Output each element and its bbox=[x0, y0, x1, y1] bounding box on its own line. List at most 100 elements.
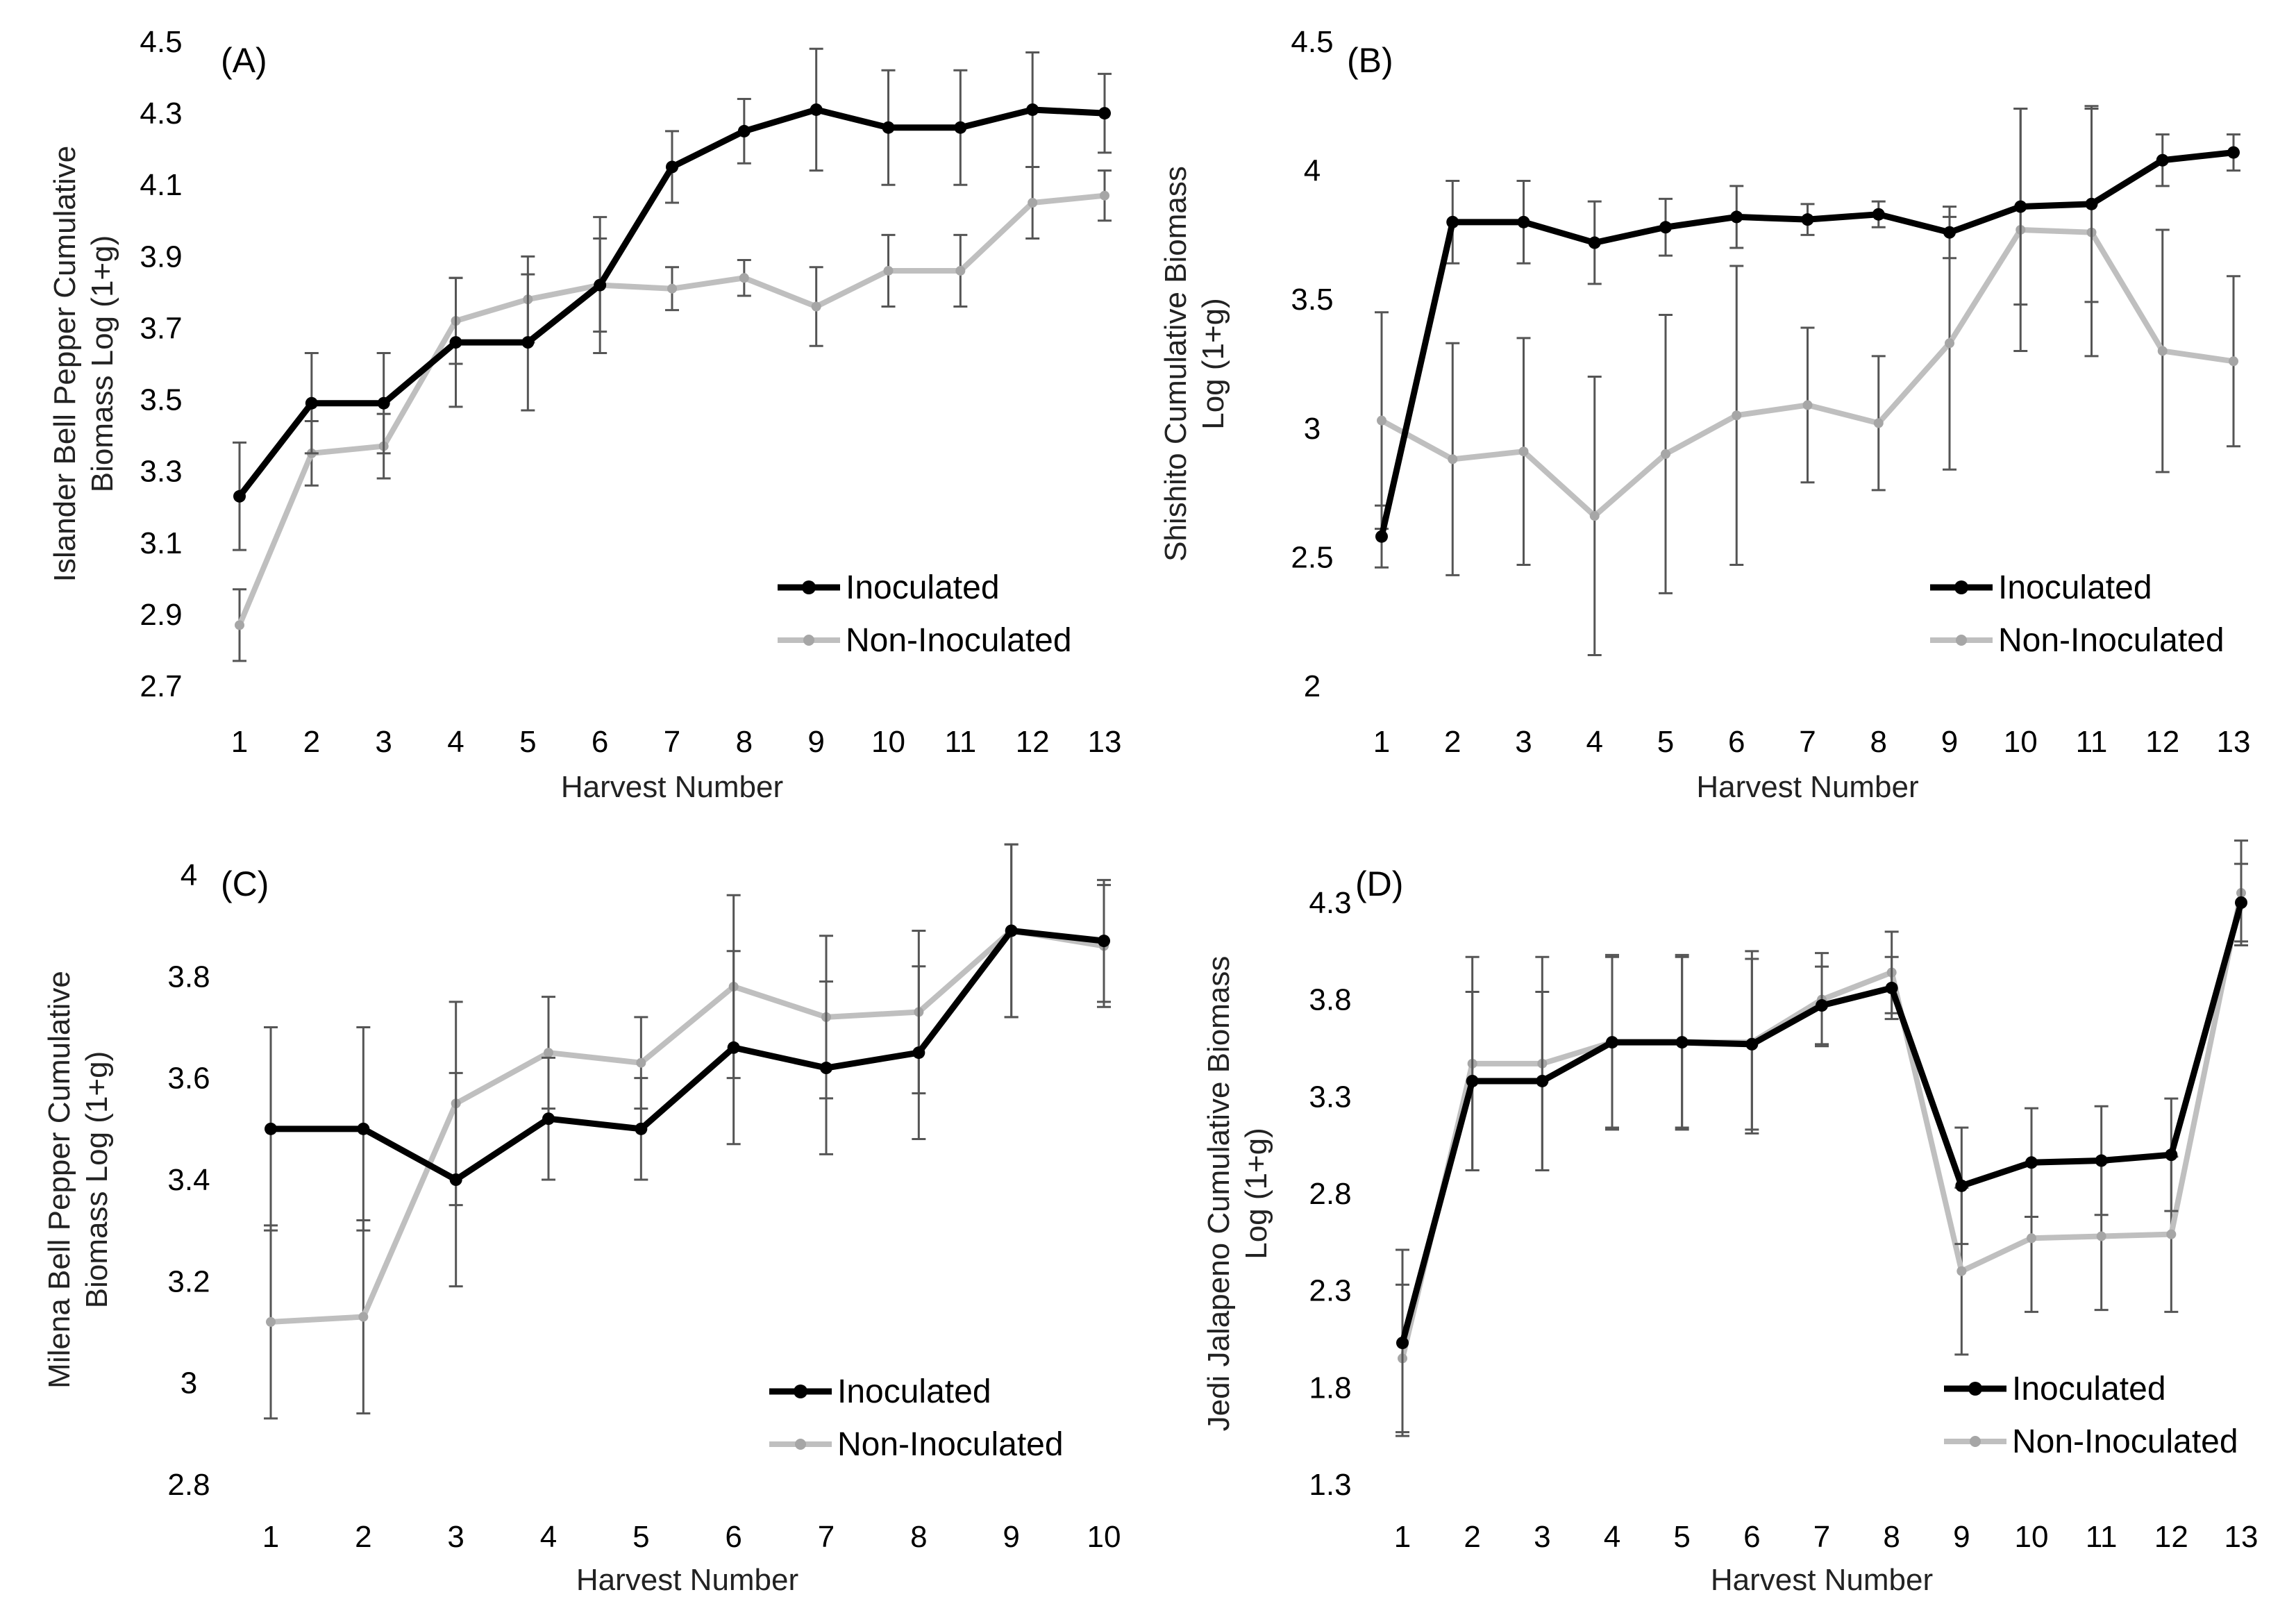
panel-d-x-tick-label: 10 bbox=[2015, 1520, 2049, 1554]
legend-label: Inoculated bbox=[2012, 1371, 2166, 1407]
series-line bbox=[271, 927, 1105, 1183]
data-point bbox=[594, 278, 607, 292]
data-point bbox=[1943, 226, 1956, 239]
legend-label: Non-Inoculated bbox=[846, 622, 1072, 659]
panel-b-x-tick-label: 6 bbox=[1728, 725, 1745, 759]
panel-c-y-tick-label: 2.8 bbox=[167, 1468, 210, 1502]
panel-b-legend: Inoculated Non-Inoculated bbox=[1930, 569, 2224, 659]
data-point bbox=[1518, 446, 1529, 457]
panel-b-x-tick-label: 4 bbox=[1586, 725, 1603, 759]
data-point bbox=[739, 273, 749, 283]
data-point bbox=[449, 336, 462, 349]
panel-d-x-tick-label: 12 bbox=[2154, 1520, 2188, 1554]
panel-c-x-tick-label: 10 bbox=[1087, 1520, 1121, 1554]
panel-b-y-tick-label: 2.5 bbox=[1291, 540, 1333, 574]
panel-b-y-tick-label: 2 bbox=[1304, 669, 1321, 703]
legend-label: Inoculated bbox=[846, 569, 1000, 606]
panel-d-y-tick-label: 1.3 bbox=[1309, 1468, 1351, 1502]
data-point bbox=[449, 1173, 462, 1186]
data-point bbox=[233, 490, 246, 503]
panel-d-y-tick-label: 1.8 bbox=[1309, 1371, 1351, 1405]
panel-a-y-tick-label: 4.1 bbox=[140, 168, 182, 202]
legend-label: Non-Inoculated bbox=[837, 1426, 1064, 1463]
data-point bbox=[1732, 410, 1742, 421]
panel-b-y-axis-title: Shishito Cumulative Biomass Log (1+g) bbox=[1159, 166, 1230, 562]
data-point bbox=[1659, 221, 1672, 234]
panel-b-x-axis-title: Harvest Number bbox=[1696, 770, 1918, 804]
panel-d-x-tick-label: 7 bbox=[1813, 1520, 1830, 1554]
panel-a-x-tick-label: 11 bbox=[944, 725, 976, 759]
panel-a-y-tick-label: 3.7 bbox=[140, 311, 182, 345]
data-point bbox=[1377, 415, 1386, 426]
data-point bbox=[1956, 1266, 1967, 1276]
legend-marker bbox=[1956, 635, 1967, 646]
data-point bbox=[727, 1041, 740, 1054]
panel-d-series-inoculated bbox=[1396, 862, 2248, 1437]
data-point bbox=[1801, 213, 1814, 226]
panel-a-x-tick-label: 5 bbox=[519, 725, 536, 759]
panel-d-x-tick-label: 8 bbox=[1883, 1520, 1900, 1554]
panel-d-x-tick-label: 2 bbox=[1464, 1520, 1480, 1554]
panel-b-series-inoculated bbox=[1375, 105, 2240, 569]
panel-d-x-tick-label: 3 bbox=[1534, 1520, 1550, 1554]
panel-b-x-tick-label: 9 bbox=[1941, 725, 1958, 759]
legend-label: Non-Inoculated bbox=[1998, 622, 2224, 659]
data-point bbox=[666, 160, 678, 174]
panel-d-legend: Inoculated Non-Inoculated bbox=[1944, 1371, 2238, 1460]
data-point bbox=[1446, 215, 1459, 228]
panel-a-x-tick-label: 10 bbox=[871, 725, 905, 759]
panel-a-x-tick-label: 9 bbox=[807, 725, 824, 759]
data-point bbox=[377, 396, 390, 410]
panel-c-x-tick-label: 1 bbox=[262, 1520, 279, 1554]
data-point bbox=[1517, 215, 1530, 228]
data-point bbox=[737, 124, 751, 137]
panel-a: (A)2.72.93.13.33.53.73.94.14.34.51 2 3 4 5 6 7… bbox=[48, 25, 1121, 804]
data-point bbox=[265, 1122, 277, 1135]
data-point bbox=[1885, 981, 1898, 994]
data-point bbox=[1606, 1036, 1618, 1049]
panel-c-x-tick-label: 8 bbox=[910, 1520, 927, 1554]
data-point bbox=[1730, 210, 1743, 224]
panel-c-y-axis-title: Milena Bell Pepper Cumulative Biomass Log… bbox=[42, 971, 114, 1389]
series-line bbox=[270, 928, 1105, 1325]
panel-b-y-tick-label: 3.5 bbox=[1291, 283, 1333, 317]
panel-c-x-tick-label: 7 bbox=[818, 1520, 835, 1554]
legend-marker bbox=[1954, 580, 1968, 594]
data-point bbox=[358, 1312, 369, 1322]
panel-d-x-tick-label: 4 bbox=[1604, 1520, 1620, 1554]
panel-a-y-tick-label: 3.5 bbox=[140, 383, 182, 417]
legend-marker bbox=[802, 580, 816, 594]
legend-marker bbox=[1970, 1436, 1981, 1447]
panel-c-y-tick-label: 3.4 bbox=[167, 1163, 210, 1197]
panel-a-x-tick-label: 12 bbox=[1016, 725, 1050, 759]
panel-c-y-tick-label: 3.2 bbox=[167, 1264, 210, 1298]
legend-label: Non-Inoculated bbox=[2012, 1423, 2238, 1460]
panel-c-x-tick-label: 6 bbox=[725, 1520, 741, 1554]
panel-d-x-tick-label: 13 bbox=[2224, 1520, 2259, 1554]
panel-d-y-axis-title: Jedi Jalapeno Cumulative Biomass Log (1+g… bbox=[1202, 956, 1273, 1432]
data-point bbox=[266, 1316, 276, 1327]
data-point bbox=[1026, 103, 1039, 116]
panel-b-x-tick-label: 11 bbox=[2076, 725, 2108, 759]
panel-b-x-tick-label: 13 bbox=[2217, 725, 2251, 759]
panel-d-x-tick-label: 11 bbox=[2086, 1520, 2118, 1554]
panel-a-x-tick-label: 4 bbox=[447, 725, 464, 759]
data-point bbox=[2157, 346, 2168, 356]
data-point bbox=[811, 301, 821, 312]
panel-d-y-tick-label: 2.3 bbox=[1309, 1274, 1351, 1308]
data-point bbox=[1466, 1074, 1479, 1087]
panel-a-x-tick-label: 8 bbox=[736, 725, 753, 759]
legend-marker bbox=[794, 1385, 807, 1398]
data-point bbox=[810, 103, 823, 116]
data-point bbox=[542, 1112, 555, 1126]
panel-d-x-tick-label: 9 bbox=[1953, 1520, 1970, 1554]
data-point bbox=[2229, 356, 2238, 367]
data-point bbox=[1661, 449, 1670, 459]
panel-d-x-tick-label: 1 bbox=[1394, 1520, 1411, 1554]
legend-marker bbox=[795, 1439, 806, 1450]
data-point bbox=[1098, 107, 1111, 120]
data-point bbox=[544, 1048, 553, 1058]
panel-b-x-tick-label: 12 bbox=[2145, 725, 2179, 759]
data-point bbox=[2025, 1156, 2038, 1169]
data-point bbox=[2027, 1233, 2036, 1244]
